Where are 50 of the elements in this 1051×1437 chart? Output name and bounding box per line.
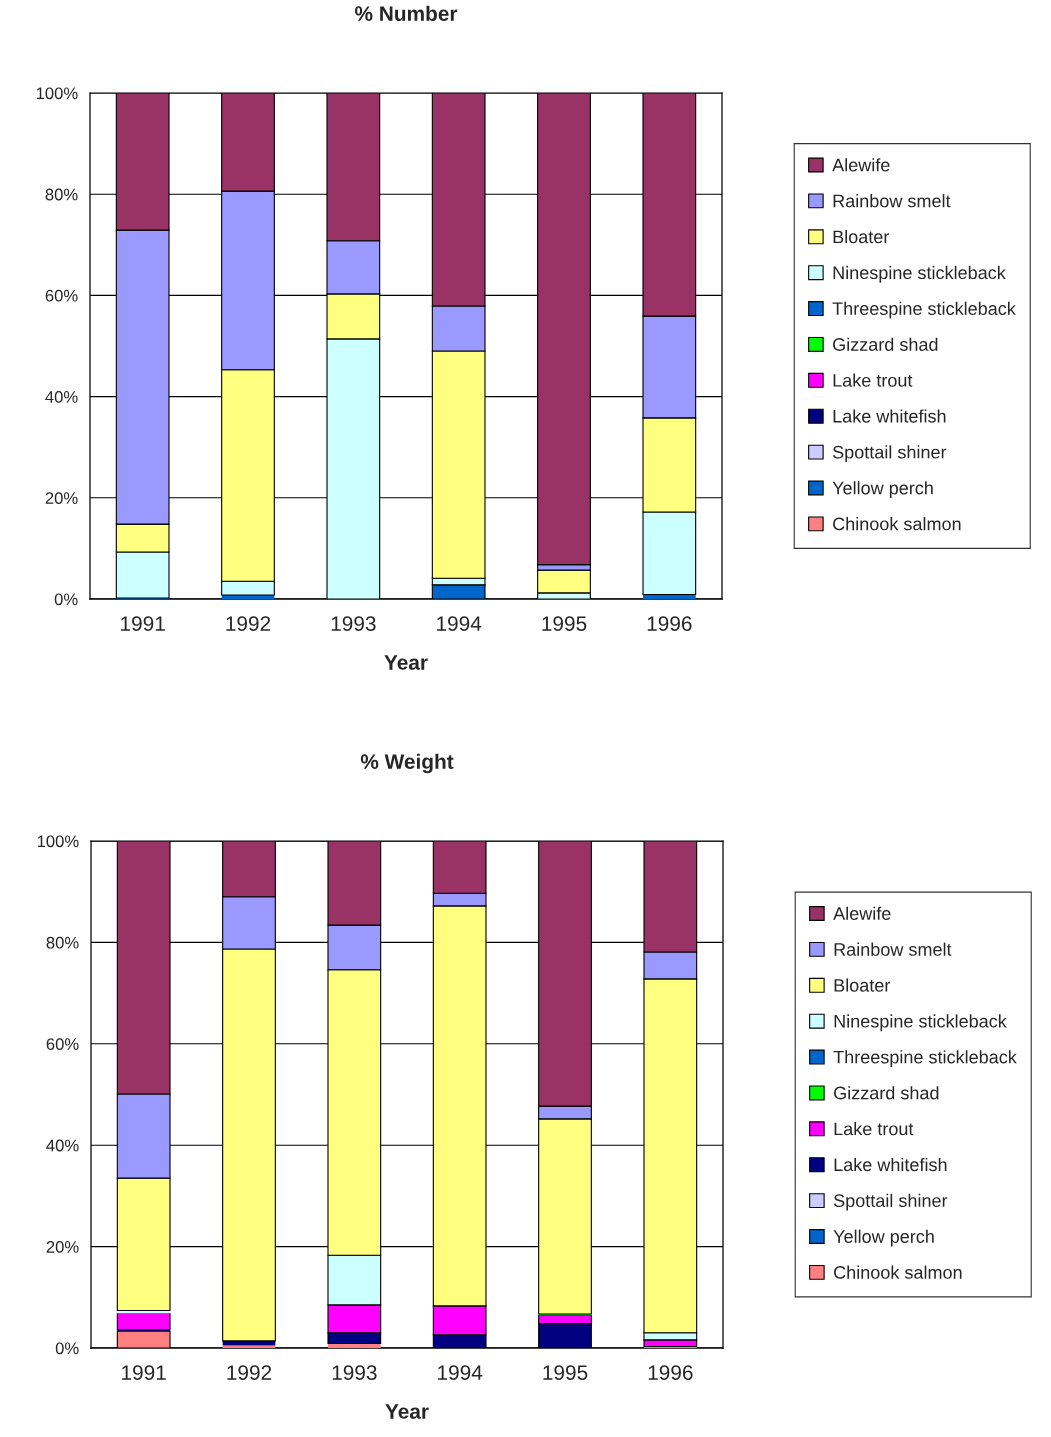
y-tick-label: 80% xyxy=(46,936,79,949)
legend-label: Yellow perch xyxy=(833,1229,934,1247)
legend-label: Lake whitefish xyxy=(833,409,946,423)
y-tick-label: 60% xyxy=(45,289,78,302)
y-tick-label: 20% xyxy=(45,492,78,504)
legend-label: Alewife xyxy=(832,158,890,172)
legend-label: Chinook salmon xyxy=(833,517,961,531)
legend-label: Lake trout xyxy=(833,373,913,387)
legend-label: Alewife xyxy=(833,906,891,920)
y-tick-label: 100% xyxy=(37,835,79,848)
legend-label: Rainbow smelt xyxy=(833,194,951,208)
y-tick-label: 20% xyxy=(46,1241,79,1253)
x-tick-label: 1995 xyxy=(543,1365,588,1380)
chart-title: % Number xyxy=(355,5,458,21)
y-tick-label: 40% xyxy=(45,391,78,403)
legend-label: Yellow perch xyxy=(832,481,933,499)
legend-label: Lake trout xyxy=(834,1122,914,1136)
legend-label: Bloater xyxy=(834,978,891,992)
legend-label: Spottail shiner xyxy=(833,1193,948,1211)
x-tick-label: 1991 xyxy=(122,1365,166,1380)
x-tick-label: 1991 xyxy=(121,616,165,631)
legend-label: Spottail shiner xyxy=(832,445,947,463)
x-tick-label: 1992 xyxy=(227,1365,272,1380)
x-tick-label: 1994 xyxy=(437,616,482,631)
y-tick-label: 100% xyxy=(36,87,78,100)
legend-label: Threespine stickleback xyxy=(833,1050,1017,1068)
legend-label: Gizzard shad xyxy=(833,337,938,351)
y-tick-label: 0% xyxy=(54,593,78,606)
legend-label: Rainbow smelt xyxy=(834,942,952,956)
legend-label: Gizzard shad xyxy=(834,1086,939,1100)
legend-label: Ninespine stickleback xyxy=(833,265,1006,283)
legend-label: Ninespine stickleback xyxy=(834,1014,1007,1032)
legend-label: Chinook salmon xyxy=(834,1265,962,1279)
chart-title: % Weight xyxy=(360,753,454,774)
legend-label: Threespine stickleback xyxy=(832,301,1016,319)
y-tick-label: 80% xyxy=(45,188,78,201)
x-tick-label: 1996 xyxy=(648,1365,693,1380)
x-tick-label: 1996 xyxy=(647,616,692,631)
x-tick-label: 1995 xyxy=(542,616,587,631)
y-tick-label: 0% xyxy=(55,1342,79,1355)
x-axis-title: Year xyxy=(384,655,428,670)
y-tick-label: 40% xyxy=(46,1139,79,1152)
y-tick-label: 60% xyxy=(46,1038,79,1050)
x-tick-label: 1994 xyxy=(438,1365,483,1380)
x-tick-label: 1993 xyxy=(331,616,376,631)
legend-label: Bloater xyxy=(833,229,890,244)
x-tick-label: 1993 xyxy=(332,1365,377,1380)
x-tick-label: 1992 xyxy=(226,616,271,631)
legend-label: Lake whitefish xyxy=(834,1157,947,1172)
x-axis-title: Year xyxy=(385,1404,429,1419)
